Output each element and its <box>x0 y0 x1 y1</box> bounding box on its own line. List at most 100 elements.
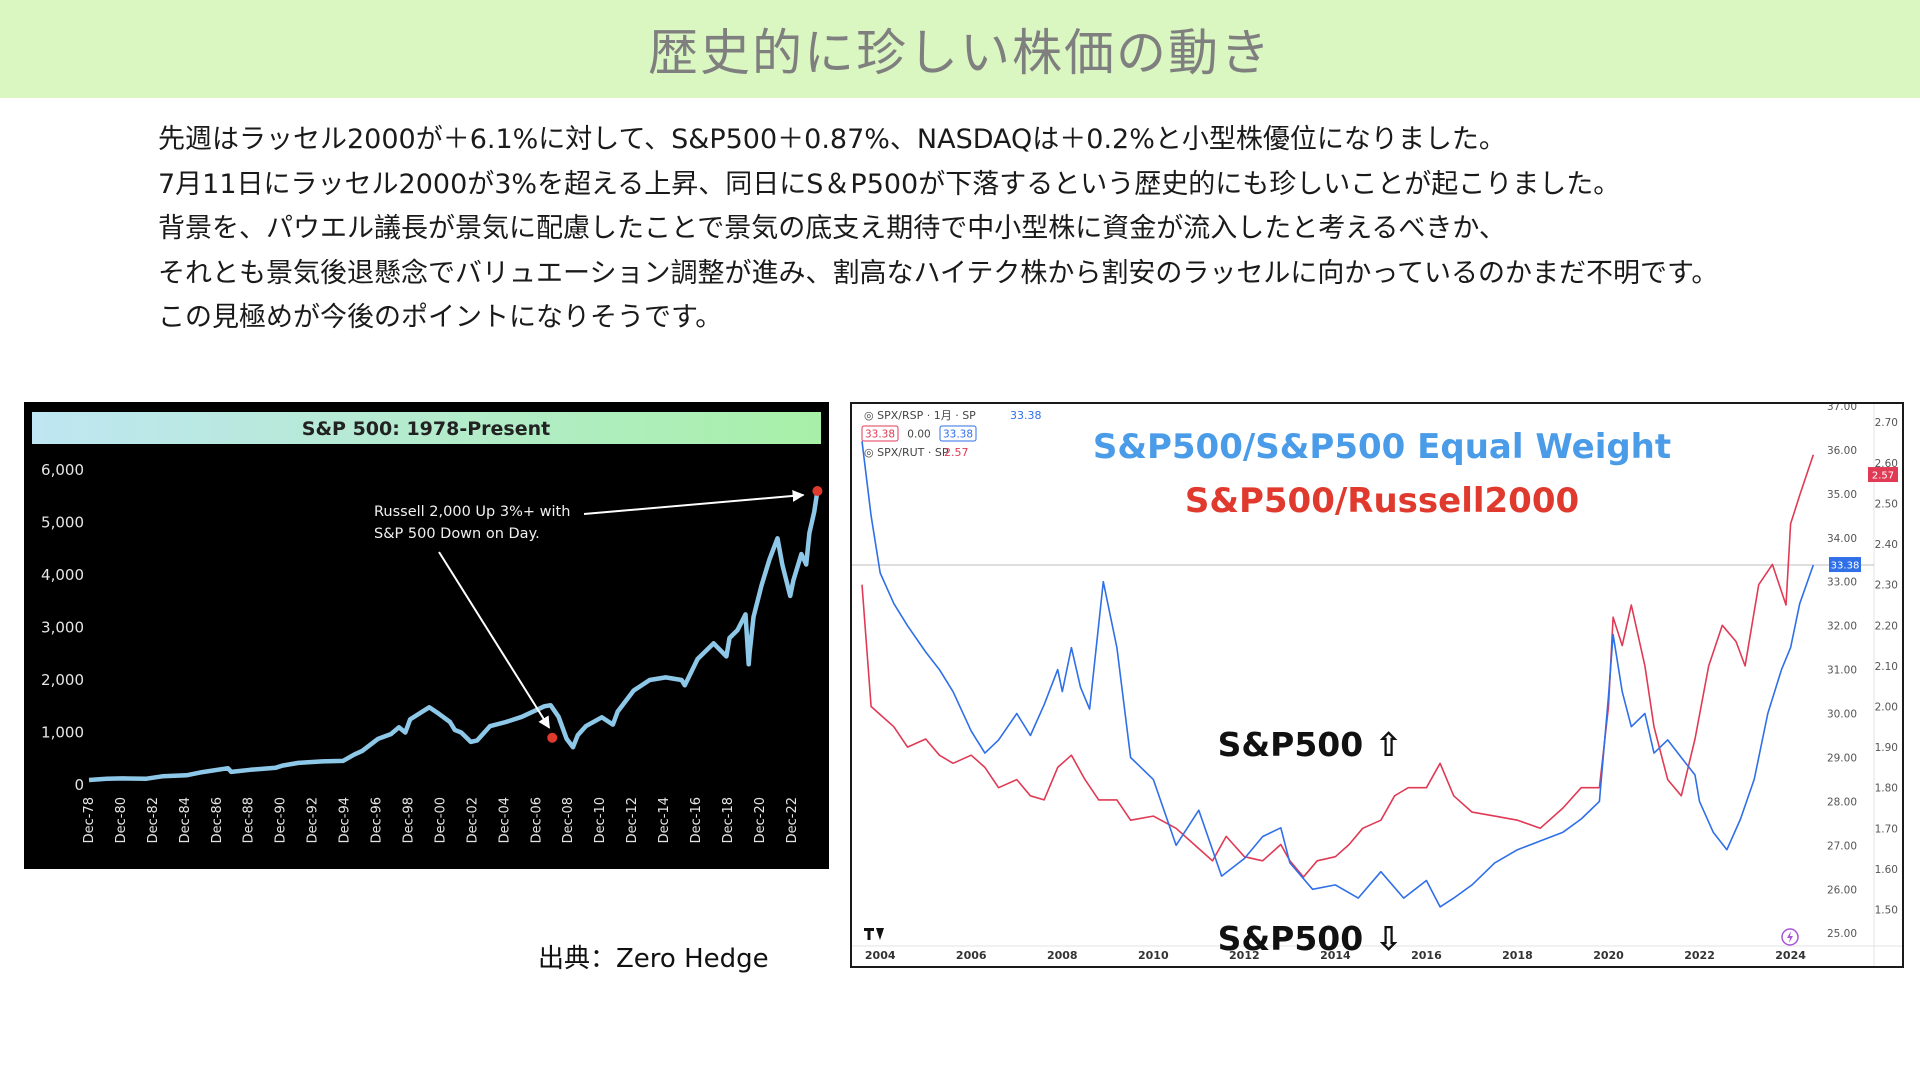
x-tick-label: Dec-78 <box>82 797 97 843</box>
y-tick-label: 3,000 <box>41 619 84 637</box>
paragraph-line: 7月11日にラッセル2000が3%を超える上昇、同日にS＆P500が下落するとい… <box>158 168 1621 200</box>
right-axis-tick: 1.50 <box>1875 905 1898 917</box>
x-tick-label: Dec-18 <box>721 797 736 843</box>
sp500-history-chart: S&P 500: 1978-Present 6,000 5,000 4,000 3,00… <box>24 402 829 869</box>
annotation-text: S&P 500 Down on Day. <box>374 526 540 542</box>
left-axis-tick: 32.00 <box>1827 621 1857 633</box>
right-axis-tick: 1.60 <box>1875 864 1898 876</box>
lightning-icon[interactable] <box>1781 928 1799 946</box>
y-tick-label: 2,000 <box>41 671 84 689</box>
right-axis-tick: 2.20 <box>1875 620 1898 632</box>
y-tick-label: 6,000 <box>41 461 84 479</box>
x-tick-label: Dec-94 <box>338 797 353 843</box>
x-tick-label: 2004 <box>865 949 896 962</box>
legend-value-spx-rut: 2.57 <box>944 446 969 459</box>
sp500-series-line <box>88 490 820 783</box>
left-axis-tick: 30.00 <box>1827 709 1857 721</box>
x-tick-label: Dec-12 <box>625 797 640 843</box>
x-tick-label: Dec-04 <box>497 797 512 843</box>
left-axis-tick: 29.00 <box>1827 752 1857 764</box>
legend-chip <box>861 425 899 442</box>
x-tick-label: 2024 <box>1775 949 1806 962</box>
lightning-icon-glyph <box>1787 931 1793 943</box>
left-axis-tick: 26.00 <box>1827 884 1857 896</box>
right-axis-tick: 2.30 <box>1875 580 1898 592</box>
paragraph-line: この見極めが今後のポイントになりそうです。 <box>158 302 723 333</box>
x-tick-label: Dec-88 <box>242 797 257 843</box>
title-bar: 歴史的に珍しい株価の動き <box>0 0 1920 98</box>
x-tick-label: Dec-16 <box>689 797 704 843</box>
current-value-tag-right <box>1868 467 1898 483</box>
left-axis-tick: 25.00 <box>1827 928 1857 940</box>
x-tick-label: Dec-98 <box>401 797 416 843</box>
left-axis-tick: 36.00 <box>1827 445 1857 457</box>
left-axis-tick: 33.00 <box>1827 577 1857 589</box>
paragraph-line: 先週はラッセル2000が＋6.1%に対して、S&P500＋0.87%、NASDA… <box>158 124 1506 155</box>
x-tick-label: Dec-02 <box>465 797 480 843</box>
legend-chip <box>939 425 977 442</box>
x-tick-label: Dec-22 <box>785 797 800 843</box>
tradingview-logo-icon <box>864 928 884 940</box>
page-title: 歴史的に珍しい株価の動き <box>648 24 1272 82</box>
legend-chip-text: 33.38 <box>865 429 895 441</box>
x-tick-label: Dec-92 <box>306 797 321 843</box>
x-tick-label: 2006 <box>956 949 987 962</box>
x-tick-label: 2018 <box>1502 949 1533 962</box>
y-tick-label: 0 <box>74 776 84 794</box>
chart-title: S&P 500: 1978-Present <box>302 418 550 440</box>
sp500-history-svg: S&P 500: 1978-Present 6,000 5,000 4,000 3,00… <box>32 412 823 843</box>
x-tick-label: Dec-20 <box>753 797 768 843</box>
right-axis-tick: 2.10 <box>1875 661 1898 673</box>
chart-title-band <box>32 412 821 444</box>
right-axis-tick: 2.60 <box>1875 458 1898 470</box>
current-value-tag-right-text: 2.57 <box>1872 471 1894 482</box>
annotation-down: S&P500 ⇩ <box>1218 919 1403 958</box>
body-text: 先週はラッセル2000が＋6.1%に対して、S&P500＋0.87%、NASDA… <box>158 118 1898 341</box>
right-axis-tick: 2.50 <box>1875 498 1898 510</box>
x-tick-label: Dec-82 <box>146 797 161 843</box>
current-value-tag-left-text: 33.38 <box>1831 561 1860 572</box>
left-axis-tick: 34.00 <box>1827 533 1857 545</box>
paragraph-line: 背景を、パウエル議長が景気に配慮したことで景気の底支え期待で中小型株に資金が流入… <box>158 213 1506 244</box>
event-marker <box>547 732 558 743</box>
legend-chip-text: 33.38 <box>943 429 973 441</box>
right-axis-tick: 2.70 <box>1875 417 1898 429</box>
annotation-arrow <box>438 551 551 729</box>
legend-row-spx-rsp: ◎ SPX/RSP · 1月 · SP <box>864 409 976 422</box>
left-axis-tick: 35.00 <box>1827 489 1857 501</box>
current-value-tag-left <box>1829 557 1861 573</box>
paragraph-line: それとも景気後退懸念でバリュエーション調整が進み、割高なハイテク株から割安のラッ… <box>158 257 1719 289</box>
right-axis-tick: 1.80 <box>1875 783 1898 795</box>
spx-rsp-series-line <box>861 441 1815 908</box>
right-axis-tick: 1.70 <box>1875 823 1898 835</box>
chart-title-line-1: S&P500/S&P500 Equal Weight <box>1093 427 1671 467</box>
y-tick-label: 5,000 <box>41 514 84 532</box>
x-tick-label: 2022 <box>1684 949 1715 962</box>
x-tick-label: Dec-96 <box>370 797 385 843</box>
left-axis-tick: 31.00 <box>1827 665 1857 677</box>
ratio-chart-svg: 37.00 36.00 35.00 34.00 33.00 32.00 31.00 30.00… <box>852 404 1902 966</box>
x-tick-label: Dec-14 <box>657 797 672 843</box>
x-tick-label: 2010 <box>1138 949 1169 962</box>
x-tick-label: Dec-00 <box>433 797 448 843</box>
y-tick-label: 1,000 <box>41 724 84 742</box>
x-tick-label: Dec-10 <box>593 797 608 843</box>
x-tick-label: 2020 <box>1593 949 1624 962</box>
x-tick-label: Dec-80 <box>114 797 129 843</box>
x-tick-label: 2014 <box>1320 949 1351 962</box>
right-axis-tick: 2.00 <box>1875 701 1898 713</box>
annotation-up: S&P500 ⇧ <box>1218 725 1403 764</box>
left-axis-tick: 27.00 <box>1827 840 1857 852</box>
event-marker <box>812 486 823 496</box>
x-tick-label: Dec-08 <box>561 797 576 843</box>
x-tick-label: Dec-84 <box>178 797 193 843</box>
legend-row-spx-rut: ◎ SPX/RUT · SP <box>864 446 949 459</box>
legend-chip-text: 0.00 <box>907 429 930 441</box>
x-tick-label: 2012 <box>1229 949 1260 962</box>
x-tick-label: Dec-86 <box>210 797 225 843</box>
right-axis-tick: 2.40 <box>1875 539 1898 551</box>
x-tick-label: Dec-06 <box>529 797 544 843</box>
chart-title-line-2: S&P500/Russell2000 <box>1185 481 1579 521</box>
source-note: 出典：Zero Hedge <box>538 944 769 974</box>
right-axis-tick: 1.90 <box>1875 742 1898 754</box>
